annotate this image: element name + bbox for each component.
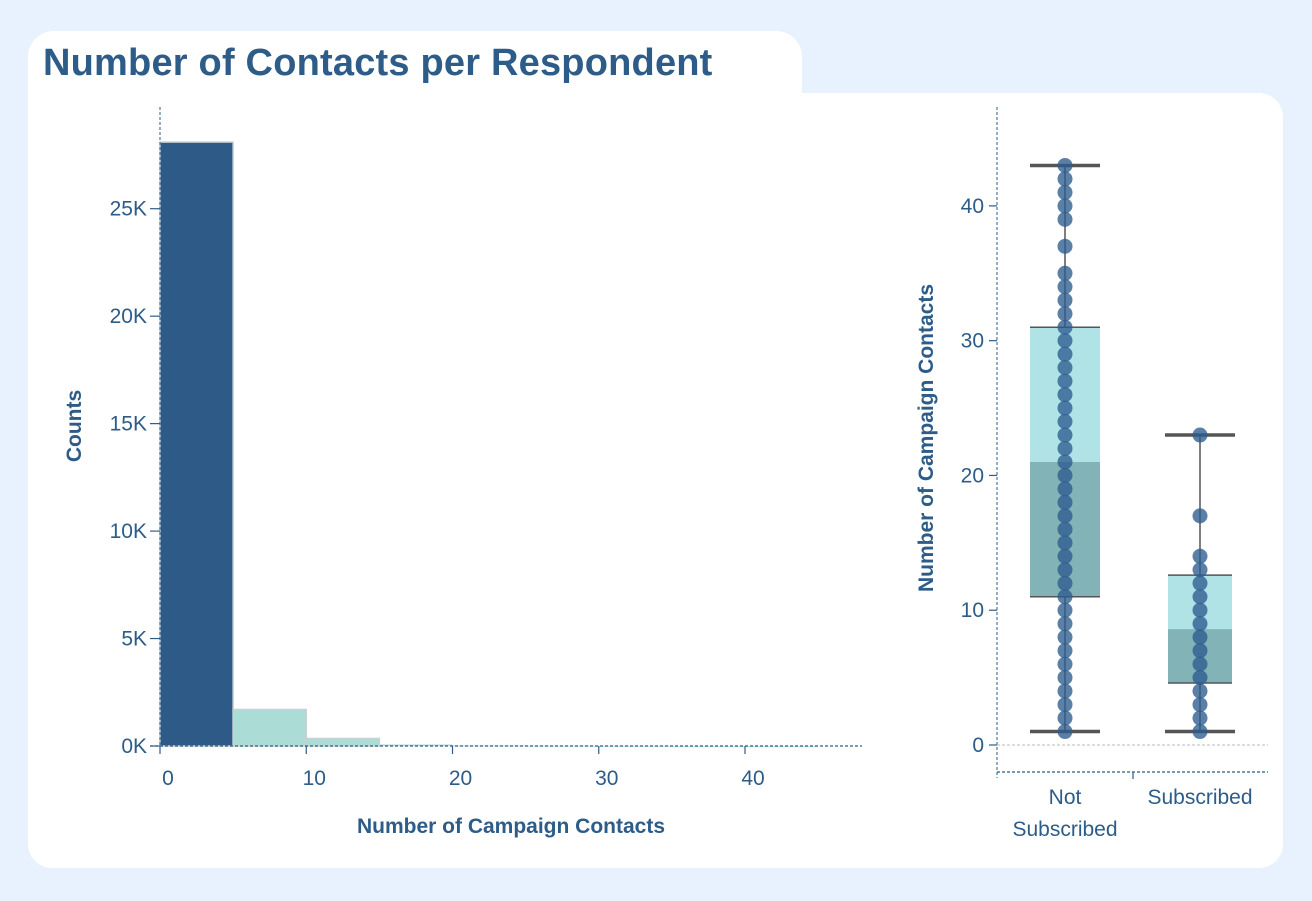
- box-data-point: [1192, 697, 1208, 713]
- box-data-point: [1192, 562, 1208, 578]
- box-data-point: [1057, 656, 1073, 672]
- histogram-bar: [452, 745, 526, 747]
- histogram-chart: 0K 5K 10K 15K 20K 25K 0 10 20 30 40 Number of Campa…: [63, 107, 862, 838]
- histogram-bar: [305, 737, 381, 747]
- box-data-point: [1057, 616, 1073, 632]
- box-data-point: [1192, 575, 1208, 591]
- x-tick-label: 20: [449, 767, 472, 790]
- box-data-point: [1057, 562, 1073, 578]
- box-data-point: [1057, 548, 1073, 564]
- box-data-point: [1057, 346, 1073, 362]
- box-data-point: [1057, 333, 1073, 349]
- box-data-point: [1192, 629, 1208, 645]
- box-data-point: [1057, 306, 1073, 322]
- box-category-label: Subscribed: [1012, 818, 1117, 841]
- box-data-point: [1057, 454, 1073, 470]
- box-data-point: [1057, 508, 1073, 524]
- histogram-bar: [232, 708, 307, 747]
- box-y-axis-title: Number of Campaign Contacts: [915, 284, 938, 592]
- box-data-point: [1057, 360, 1073, 376]
- box-data-point: [1192, 589, 1208, 605]
- box-data-point: [1192, 724, 1208, 740]
- box-data-point: [1057, 292, 1073, 308]
- box-data-point: [1192, 616, 1208, 632]
- box-data-point: [1057, 575, 1073, 591]
- box-data-point: [1057, 494, 1073, 510]
- box-data-point: [1192, 670, 1208, 686]
- histogram-bar: [671, 745, 745, 747]
- box-data-point: [1057, 238, 1073, 254]
- box-data-point: [1192, 427, 1208, 443]
- box-data-point: [1057, 387, 1073, 403]
- box-category-label: Subscribed: [1147, 786, 1252, 809]
- box-data-point: [1057, 211, 1073, 227]
- y-tick-label: 15K: [110, 413, 147, 436]
- box-data-point: [1057, 670, 1073, 686]
- x-axis-title: Number of Campaign Contacts: [357, 815, 665, 838]
- box-data-point: [1057, 602, 1073, 618]
- box-category-label: Not: [1049, 786, 1082, 809]
- y-tick-label: 10K: [110, 520, 147, 543]
- box-data-point: [1057, 157, 1073, 173]
- box-data-point: [1057, 184, 1073, 200]
- box-y-tick-label: 0: [972, 734, 984, 757]
- box-data-point: [1057, 724, 1073, 740]
- box-data-point: [1192, 683, 1208, 699]
- box-data-point: [1192, 656, 1208, 672]
- boxplot-chart: 0 10 20 30 40 Number of Campaign Contacts Not S…: [915, 107, 1268, 841]
- box-data-point: [1057, 643, 1073, 659]
- box-data-point: [1057, 279, 1073, 295]
- box-data-point: [1057, 265, 1073, 281]
- box-y-tick-label: 30: [961, 330, 984, 353]
- box-data-point: [1057, 697, 1073, 713]
- box-data-point: [1192, 548, 1208, 564]
- box-data-point: [1192, 710, 1208, 726]
- box-data-point: [1057, 521, 1073, 537]
- box-data-point: [1057, 589, 1073, 605]
- x-tick-label: 0: [162, 767, 174, 790]
- box-data-point: [1057, 629, 1073, 645]
- box-data-point: [1057, 319, 1073, 335]
- box-data-point: [1057, 427, 1073, 443]
- x-tick-label: 40: [741, 767, 764, 790]
- histogram-bar: [159, 141, 234, 747]
- box-y-tick-label: 20: [961, 464, 984, 487]
- y-tick-label: 5K: [121, 628, 147, 651]
- box-data-point: [1192, 508, 1208, 524]
- x-tick-label: 10: [303, 767, 326, 790]
- box-y-tick-label: 10: [961, 599, 984, 622]
- box-data-point: [1057, 535, 1073, 551]
- box-data-point: [1057, 373, 1073, 389]
- box-data-point: [1057, 467, 1073, 483]
- box-data-point: [1057, 440, 1073, 456]
- y-axis-title: Counts: [63, 390, 86, 462]
- box-y-tick-label: 40: [961, 195, 984, 218]
- y-tick-label: 25K: [110, 198, 147, 221]
- box-data-point: [1192, 643, 1208, 659]
- box-data-point: [1057, 198, 1073, 214]
- page-title: Number of Contacts per Respondent: [43, 42, 713, 84]
- box-data-point: [1192, 602, 1208, 618]
- box-data-point: [1057, 481, 1073, 497]
- box-data-point: [1057, 710, 1073, 726]
- box-data-point: [1057, 400, 1073, 416]
- y-tick-label: 20K: [110, 305, 147, 328]
- histogram-bar: [379, 744, 453, 746]
- box-data-point: [1057, 414, 1073, 430]
- x-tick-label: 30: [595, 767, 618, 790]
- box-data-point: [1057, 683, 1073, 699]
- box-data-point: [1057, 171, 1073, 187]
- y-tick-label: 0K: [121, 735, 147, 758]
